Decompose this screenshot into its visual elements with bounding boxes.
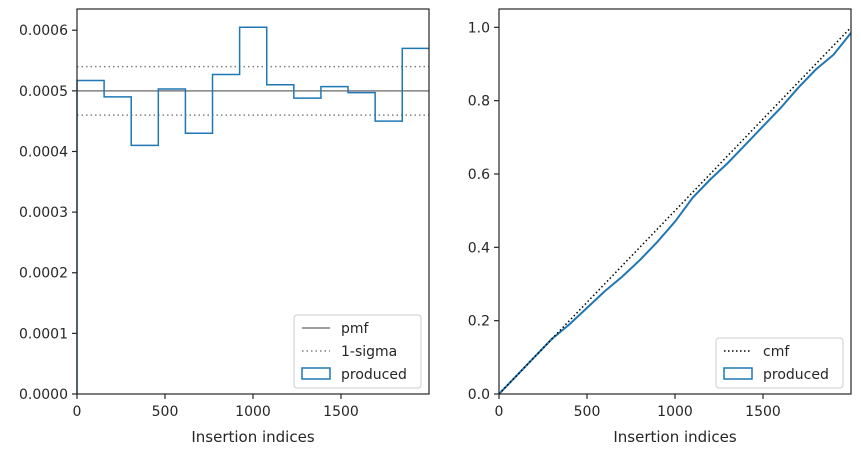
histogram-reference-lines bbox=[77, 65, 429, 116]
left-y-tick-label: 0.0006 bbox=[19, 23, 68, 39]
right-legend-box bbox=[715, 337, 844, 389]
legend-pmf-label: pmf bbox=[341, 321, 370, 337]
legend-produced-swatch bbox=[301, 367, 331, 380]
left-y-axis-ticks: 0.0000 0.0001 0.0002 0.0003 0.0004 0.0005 0.00… bbox=[19, 23, 77, 403]
left-legend: pmf 1-sigma produced bbox=[293, 314, 422, 389]
right-legend: cmf produced bbox=[715, 337, 844, 389]
left-x-tick-label: 1000 bbox=[235, 404, 271, 420]
legend-produced-label-right: produced bbox=[763, 367, 829, 383]
right-x-tick-label: 500 bbox=[574, 404, 601, 420]
right-y-tick-label: 0.6 bbox=[468, 167, 490, 183]
right-x-axis-label: Insertion indices bbox=[613, 428, 736, 446]
left-y-tick-label: 0.0003 bbox=[19, 205, 68, 221]
legend-sigma-label: 1-sigma bbox=[341, 344, 397, 360]
left-x-tick-label: 500 bbox=[152, 404, 179, 420]
right-y-tick-label: 0.0 bbox=[468, 387, 490, 403]
legend-produced-label: produced bbox=[341, 367, 407, 383]
right-x-tick-label: 0 bbox=[495, 404, 504, 420]
left-y-tick-label: 0.0001 bbox=[19, 326, 68, 342]
left-x-axis-ticks: 0 500 1000 1500 bbox=[73, 394, 359, 420]
left-x-axis-label: Insertion indices bbox=[191, 428, 314, 446]
legend-cmf-label: cmf bbox=[763, 344, 790, 360]
right-y-tick-label: 0.4 bbox=[468, 240, 490, 256]
right-y-tick-label: 0.8 bbox=[468, 94, 490, 110]
right-y-tick-label: 0.2 bbox=[468, 314, 490, 330]
left-y-tick-label: 0.0004 bbox=[19, 144, 68, 160]
right-y-tick-label: 1.0 bbox=[468, 20, 490, 36]
left-x-tick-label: 1500 bbox=[323, 404, 359, 420]
left-y-tick-label: 0.0000 bbox=[19, 387, 68, 403]
right-x-tick-label: 1500 bbox=[745, 404, 781, 420]
histogram-chart: 0 500 1000 1500 0.00000.00010.00020.00030.0… bbox=[19, 8, 430, 446]
right-y-axis-ticks: 0.0 0.2 0.4 0.6 0.8 1.0 bbox=[468, 20, 499, 403]
left-legend-box bbox=[293, 314, 422, 389]
cmf-line bbox=[498, 26, 852, 395]
legend-produced-swatch-right bbox=[723, 367, 753, 380]
cmf-chart: 0 500 1000 1500 0.0 0.2 0.4 0.6 0.8 1.0 Insertio… bbox=[468, 8, 852, 446]
left-y-tick-label: 0.0005 bbox=[19, 84, 68, 100]
produced-cumulative-line bbox=[498, 32, 852, 395]
right-x-axis-ticks: 0 500 1000 1500 bbox=[495, 394, 781, 420]
right-plot-frame bbox=[498, 8, 852, 395]
produced-histogram-step bbox=[76, 26, 429, 394]
left-y-tick-label: 0.0002 bbox=[19, 266, 68, 282]
right-x-tick-label: 1000 bbox=[657, 404, 693, 420]
left-x-tick-label: 0 bbox=[73, 404, 82, 420]
